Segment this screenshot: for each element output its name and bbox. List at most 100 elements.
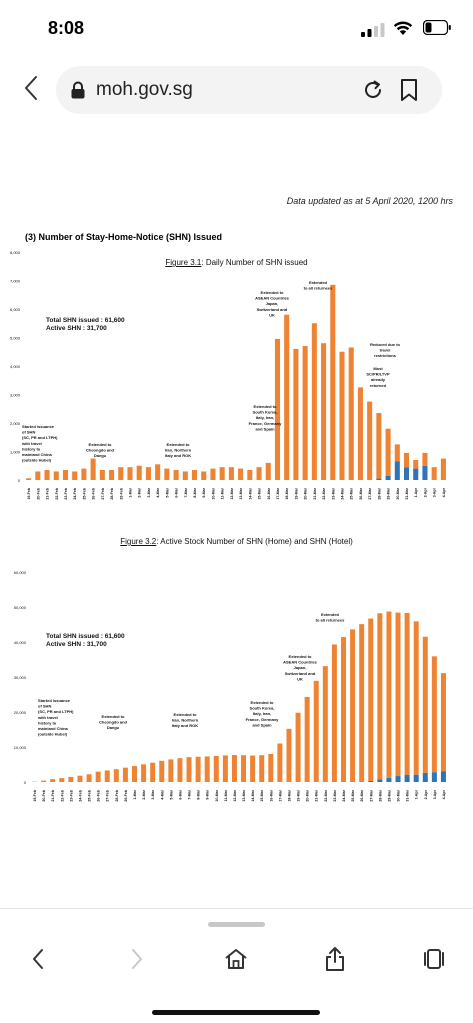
chart-annotation: Japan,: [266, 301, 279, 306]
page-content: Data updated as at 5 April 2020, 1200 hr…: [0, 118, 473, 908]
bar-home: [274, 338, 281, 480]
x-tick-label: 28-Mar: [377, 487, 381, 499]
x-tick-label: 25-Feb: [88, 789, 92, 801]
browser-back-button[interactable]: [16, 70, 46, 106]
chart-annotation: of SHN: [22, 430, 35, 435]
y-tick-label: 60,000: [14, 570, 27, 575]
bar-home: [113, 769, 119, 782]
y-tick-label: 6,000: [10, 307, 21, 312]
x-tick-label: 29-Mar: [387, 789, 391, 801]
bar-home: [404, 612, 410, 775]
chart-annotation: Extended to: [289, 654, 312, 659]
chart-annotation: Italy and ROK: [165, 453, 191, 458]
reload-icon[interactable]: [362, 79, 384, 101]
chart-annotation: South Korea,: [250, 706, 275, 711]
x-tick-label: 19-Mar: [294, 487, 298, 499]
chart-annotation: Switzerland and: [285, 671, 316, 676]
bar-home: [377, 613, 383, 780]
bar-hotel: [385, 475, 391, 480]
x-tick-label: 12-Mar: [233, 789, 237, 801]
x-tick-label: 20-Feb: [36, 487, 40, 499]
chart-annotation: to all returnees: [316, 618, 345, 623]
x-tick-label: 12-Mar: [230, 487, 234, 499]
bar-home: [127, 467, 133, 480]
bar-home: [367, 401, 373, 480]
bar-home: [231, 755, 237, 782]
url-text: moh.gov.sg: [96, 79, 193, 100]
address-bar[interactable]: moh.gov.sg: [56, 66, 442, 114]
figure-2-caption: : Active Stock Number of SHN (Home) and …: [156, 537, 353, 546]
bar-home: [53, 471, 59, 480]
x-tick-label: 27-Feb: [106, 789, 110, 801]
bookmark-icon[interactable]: [400, 78, 418, 102]
x-tick-label: 9-Mar: [202, 487, 206, 497]
forward-button[interactable]: [117, 939, 157, 979]
x-tick-label: 19-Mar: [297, 789, 301, 801]
bar-home: [90, 458, 96, 480]
status-bar: 8:08: [0, 0, 473, 58]
chart-annotation: Extended to: [261, 290, 284, 295]
x-tick-label: 29-Mar: [387, 487, 391, 499]
tabs-button[interactable]: [414, 939, 454, 979]
browser-bottom-toolbar: [0, 908, 473, 1023]
x-tick-label: 23-Feb: [64, 487, 68, 499]
bar-home: [136, 465, 142, 480]
chart-annotation: Cheongdo and: [86, 448, 115, 453]
bar-hotel: [413, 774, 419, 782]
x-tick-label: 24-Mar: [342, 789, 346, 801]
chart-annotation: of SHN: [38, 704, 51, 709]
bar-hotel: [368, 780, 374, 782]
y-tick-label: 40,000: [14, 640, 27, 645]
chart-annotation: history to: [22, 446, 41, 451]
bar-home: [256, 467, 262, 480]
bar-home: [422, 636, 428, 773]
bar-home: [403, 452, 410, 468]
x-tick-label: 15-Mar: [260, 789, 264, 801]
bar-home: [348, 347, 354, 480]
x-tick-label: 18-Mar: [287, 789, 291, 801]
x-tick-label: 5-Mar: [169, 789, 173, 799]
bar-home: [284, 314, 290, 480]
chart-annotation: Italy, Iran,: [256, 415, 274, 420]
battery-icon: [423, 20, 451, 35]
x-tick-label: 22-Mar: [324, 789, 328, 801]
chart-annotation: (SC, PR and LTPH): [22, 435, 58, 440]
share-button[interactable]: [315, 939, 355, 979]
chart-annotation: Italy and ROK: [172, 723, 198, 728]
x-tick-label: 7-Mar: [188, 789, 192, 799]
bar-home: [122, 767, 128, 782]
chart-annotation: Extended to: [102, 714, 125, 719]
bar-home: [293, 348, 299, 480]
x-tick-label: 27-Feb: [101, 487, 105, 499]
bar-home: [72, 471, 78, 480]
bar-home: [44, 470, 50, 480]
home-button[interactable]: [216, 939, 256, 979]
chart-annotation: mainland China: [22, 452, 53, 457]
bar-home: [173, 470, 179, 480]
bar-hotel: [403, 467, 410, 480]
x-tick-label: 4-Apr: [442, 487, 446, 497]
x-tick-label: 16-Mar: [269, 789, 273, 801]
x-tick-label: 25-Mar: [351, 789, 355, 801]
x-tick-label: 25-Feb: [82, 487, 86, 499]
chart-annotation: Most: [373, 366, 383, 371]
x-tick-label: 4-Apr: [442, 789, 446, 799]
y-tick-label: 2,000: [10, 421, 21, 426]
section-title: (3) Number of Stay-Home-Notice (SHN) Iss…: [25, 232, 223, 242]
x-tick-label: 7-Mar: [184, 487, 188, 497]
back-button[interactable]: [18, 939, 58, 979]
x-tick-label: 1-Mar: [129, 487, 133, 497]
x-tick-label: 22-Feb: [60, 789, 64, 801]
y-tick-label: 0: [18, 478, 21, 483]
x-tick-label: 21-Mar: [315, 789, 319, 801]
bar-home: [191, 470, 198, 480]
x-tick-label: 20-Mar: [304, 487, 308, 499]
bar-home: [311, 323, 317, 480]
x-tick-label: 21-Mar: [313, 487, 317, 499]
chart-annotation: Started issuance: [22, 424, 55, 429]
chart-annotation: ASEAN Countries: [283, 660, 318, 665]
chart-annotation: (outside Hubei): [22, 458, 52, 463]
bar-home: [321, 343, 327, 480]
x-tick-label: 29-Feb: [124, 789, 128, 801]
x-tick-label: 9-Mar: [206, 789, 210, 799]
